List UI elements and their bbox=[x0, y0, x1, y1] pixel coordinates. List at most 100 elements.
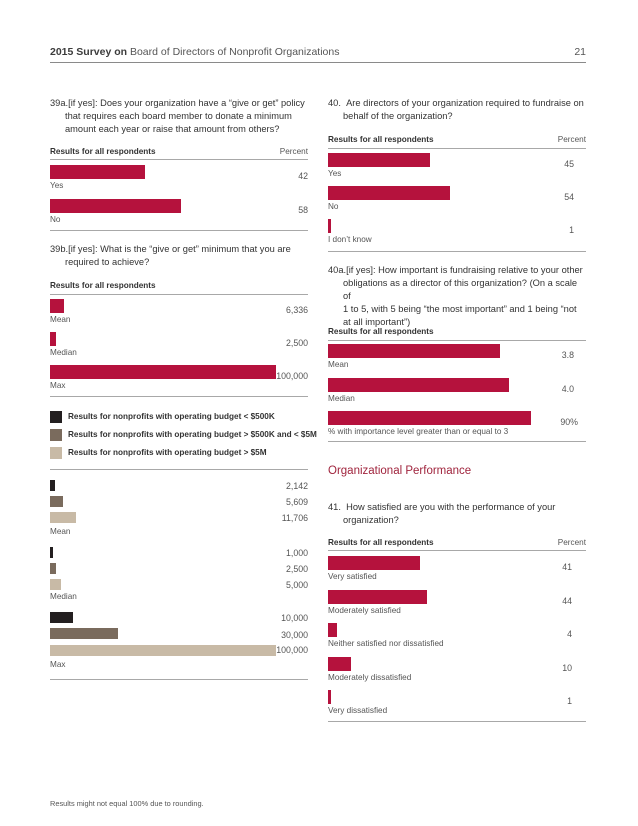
bar-label: Yes bbox=[328, 169, 342, 178]
divider bbox=[50, 294, 308, 295]
legend-swatch bbox=[50, 411, 62, 423]
bar-median bbox=[328, 378, 509, 392]
divider bbox=[50, 230, 308, 231]
bar-value: 1 bbox=[569, 225, 574, 235]
bar-label: Median bbox=[328, 394, 355, 403]
question-number: 40a. bbox=[328, 265, 347, 275]
bar-neither bbox=[328, 623, 337, 637]
bar-value: 2,500 bbox=[285, 564, 308, 574]
question-text: [if yes]: How important is fundraising r… bbox=[346, 265, 583, 275]
bar-max bbox=[50, 365, 276, 379]
question-41: 41. How satisfied are you with the perfo… bbox=[328, 501, 586, 527]
bar-label: Median bbox=[50, 348, 77, 357]
bar-importance bbox=[328, 411, 531, 425]
bar-value: 5,000 bbox=[285, 580, 308, 590]
bar-value: 100,000 bbox=[276, 645, 308, 655]
bar-moderately-dissatisfied bbox=[328, 657, 351, 671]
page-header: 2015 Survey on Board of Directors of Non… bbox=[50, 46, 586, 60]
bar-label: % with importance level greater than or … bbox=[328, 427, 509, 436]
bar-label: Very dissatisfied bbox=[328, 706, 388, 715]
bar-budget-large bbox=[50, 512, 76, 523]
question-number: 40. bbox=[328, 98, 341, 108]
results-label: Results for all respondents bbox=[328, 327, 434, 336]
question-text: required to achieve? bbox=[65, 257, 150, 267]
bar-value: 100,000 bbox=[276, 371, 308, 381]
question-number: 41. bbox=[328, 502, 341, 512]
question-text: Are directors of your organization requi… bbox=[346, 98, 584, 108]
legend-swatch bbox=[50, 429, 62, 441]
results-label: Results for all respondents bbox=[50, 147, 156, 156]
bar-value: 10 bbox=[562, 663, 572, 673]
bar-very-dissatisfied bbox=[328, 690, 331, 704]
legend-label: Results for nonprofits with operating bu… bbox=[68, 412, 275, 421]
bar-label: Neither satisfied nor dissatisfied bbox=[328, 639, 444, 648]
group-mean: 2,142 5,609 11,706 Mean bbox=[50, 477, 308, 537]
divider bbox=[50, 396, 308, 397]
bar-value: 3.8 bbox=[561, 350, 574, 360]
divider bbox=[328, 441, 586, 442]
bar-row: 90% % with importance level greater than… bbox=[328, 410, 586, 443]
bar-row: 1 I don’t know bbox=[328, 218, 586, 251]
bar-value: 30,000 bbox=[281, 630, 308, 640]
bar-value: 41 bbox=[562, 562, 572, 572]
bar-label: I don’t know bbox=[328, 235, 372, 244]
bar-row: 4.0 Median bbox=[328, 377, 586, 410]
percent-label: Percent bbox=[557, 135, 586, 144]
bar-yes bbox=[328, 153, 430, 167]
divider bbox=[50, 679, 308, 680]
legend-label: Results for nonprofits with operating bu… bbox=[68, 430, 317, 439]
bar-value: 45 bbox=[564, 159, 574, 169]
divider bbox=[328, 721, 586, 722]
question-39b: 39b.[if yes]: What is the “give or get” … bbox=[50, 243, 308, 269]
bar-label: Max bbox=[50, 381, 66, 390]
results-label: Results for all respondents bbox=[328, 538, 434, 547]
question-text: behalf of the organization? bbox=[343, 111, 453, 121]
bar-budget-mid bbox=[50, 563, 56, 574]
question-number: 39b. bbox=[50, 244, 69, 254]
bar-row: 3.8 Mean bbox=[328, 343, 586, 376]
bar-row: 10 Moderately dissatisfied bbox=[328, 656, 586, 689]
divider bbox=[328, 148, 586, 149]
bar-row: 44 Moderately satisfied bbox=[328, 589, 586, 622]
results-header: Results for all respondents Percent bbox=[328, 135, 586, 144]
bar-budget-small bbox=[50, 480, 55, 491]
bar-row: 42 Yes bbox=[50, 164, 308, 197]
divider bbox=[328, 340, 586, 341]
question-text: organization? bbox=[343, 515, 399, 525]
question-text: at all important”) bbox=[343, 317, 411, 327]
bar-value: 4.0 bbox=[561, 384, 574, 394]
bar-label: No bbox=[328, 202, 339, 211]
bar-row: 58 No bbox=[50, 198, 308, 231]
bar-row: 41 Very satisfied bbox=[328, 555, 586, 588]
question-text: [if yes]: Does your organization have a … bbox=[68, 98, 305, 108]
bar-label: Yes bbox=[50, 181, 64, 190]
bar-value: 5,609 bbox=[285, 497, 308, 507]
bar-budget-large bbox=[50, 579, 61, 590]
results-header: Results for all respondents Percent bbox=[50, 147, 308, 156]
bar-row: 45 Yes bbox=[328, 152, 586, 185]
legend-swatch bbox=[50, 447, 62, 459]
bar-value: 90% bbox=[560, 417, 578, 427]
page-number: 21 bbox=[574, 46, 586, 58]
results-header: Results for all respondents Percent bbox=[328, 538, 586, 547]
bar-budget-small bbox=[50, 612, 73, 623]
group-median: 1,000 2,500 5,000 Median bbox=[50, 544, 308, 604]
section-title: Organizational Performance bbox=[328, 465, 472, 477]
question-text: amount each year or raise that amount fr… bbox=[65, 124, 280, 134]
bar-label: Mean bbox=[328, 360, 349, 369]
bar-budget-mid bbox=[50, 496, 63, 507]
bar-row: 6,336 Mean bbox=[50, 298, 308, 331]
bar-label: Moderately dissatisfied bbox=[328, 673, 412, 682]
header-title: Board of Directors of Nonprofit Organiza… bbox=[127, 46, 340, 58]
question-text: [if yes]: What is the “give or get” mini… bbox=[68, 244, 291, 254]
bar-row: 2,500 Median bbox=[50, 331, 308, 364]
bar-no bbox=[328, 186, 450, 200]
divider bbox=[50, 469, 308, 470]
legend-label: Results for nonprofits with operating bu… bbox=[68, 448, 267, 457]
footnote: Results might not equal 100% due to roun… bbox=[50, 799, 204, 808]
bar-row: 1 Very dissatisfied bbox=[328, 689, 586, 722]
bar-no bbox=[50, 199, 181, 213]
bar-value: 2,142 bbox=[285, 481, 308, 491]
bar-label: No bbox=[50, 215, 61, 224]
bar-budget-large bbox=[50, 645, 276, 656]
